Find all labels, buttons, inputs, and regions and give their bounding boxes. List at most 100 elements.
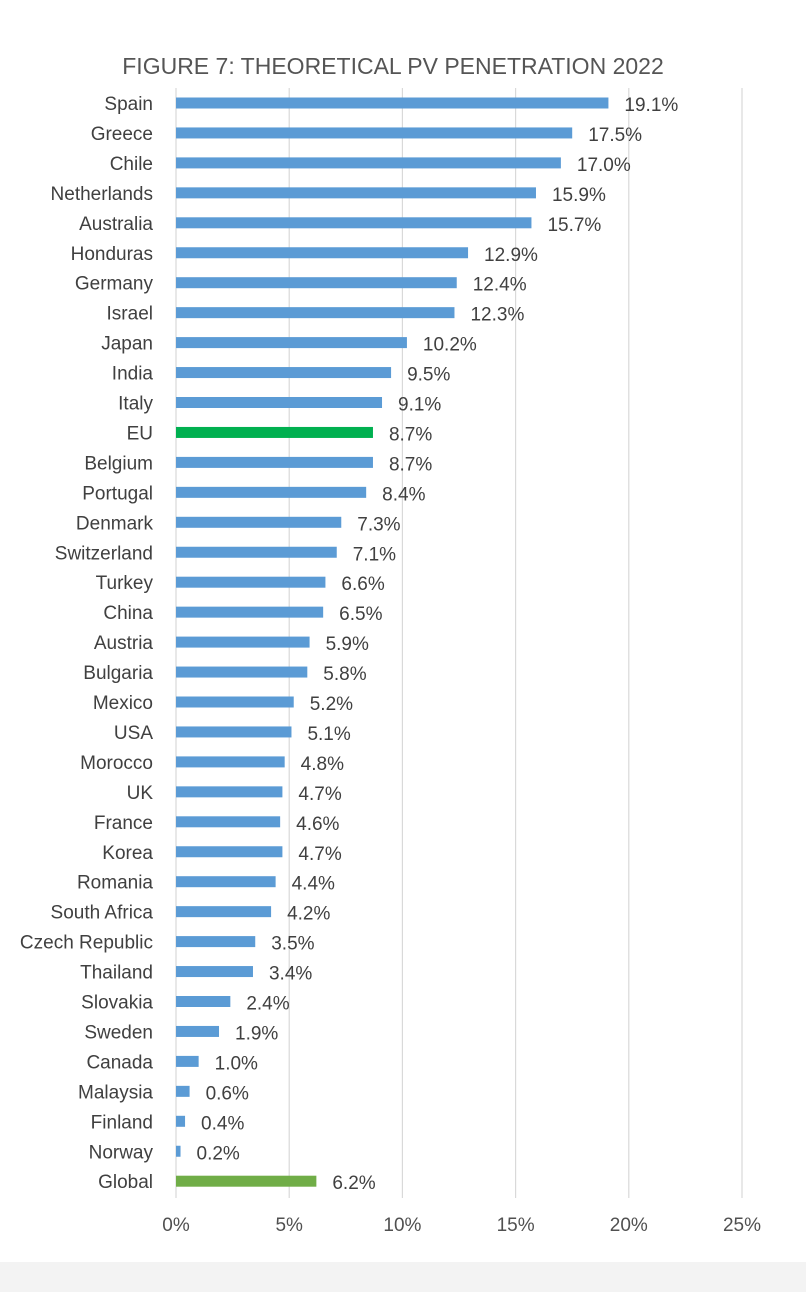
data-label-austria: 5.9% [326,634,369,655]
category-label-bulgaria: Bulgaria [83,663,153,684]
category-label-denmark: Denmark [76,513,154,534]
category-labels: Spain Greece Chile Netherlands Australia Hond… [20,94,154,1193]
bar-india [176,367,392,379]
bar-italy [176,397,383,408]
category-label-morocco: Morocco [80,753,153,774]
bar-chile [176,157,561,169]
x-tick-label-5: 5% [275,1215,303,1236]
category-label-portugal: Portugal [82,483,153,504]
bar-honduras [176,247,469,259]
data-label-eu: 8.7% [389,424,432,445]
category-label-china: China [103,603,153,624]
data-label-portugal: 8.4% [382,484,425,505]
category-label-usa: USA [114,723,153,744]
category-label-turkey: Turkey [96,573,154,594]
bar-korea [176,846,283,858]
data-label-south-africa: 4.2% [287,904,330,925]
bars [176,97,609,1187]
category-label-sweden: Sweden [84,1022,153,1043]
bar-eu [176,426,373,438]
bar-spain [176,97,609,109]
bar-usa [176,726,292,738]
category-label-finland: Finland [91,1112,153,1133]
data-label-greece: 17.5% [588,125,642,146]
data-label-norway: 0.2% [197,1143,240,1164]
data-label-denmark: 7.3% [357,514,400,535]
category-label-thailand: Thailand [80,963,153,984]
category-label-chile: Chile [110,154,153,175]
data-label-germany: 12.4% [473,275,527,296]
data-label-mexico: 5.2% [310,694,353,715]
data-label-australia: 15.7% [547,215,601,236]
bar-turkey [176,576,326,588]
bar-norway [176,1145,181,1157]
bar-slovakia [176,996,231,1007]
data-label-honduras: 12.9% [484,245,538,266]
category-label-honduras: Honduras [71,244,153,265]
bar-japan [176,337,407,349]
data-label-belgium: 8.7% [389,454,432,475]
bar-czech-republic [176,936,256,948]
bar-denmark [176,516,342,528]
data-label-finland: 0.4% [201,1113,244,1134]
bar-morocco [176,756,285,768]
bottom-strip [0,1262,806,1292]
x-axis-tick-labels: 0% 5% 10% 15% 20% 25% [162,1215,761,1236]
bar-belgium [176,456,373,468]
data-label-thailand: 3.4% [269,964,312,985]
category-label-france: France [94,813,153,834]
category-label-slovakia: Slovakia [81,993,153,1014]
bar-romania [176,876,276,888]
data-label-korea: 4.7% [298,844,341,865]
category-label-czech-republic: Czech Republic [20,933,153,954]
category-label-greece: Greece [91,124,153,145]
bar-netherlands [176,187,536,199]
data-label-morocco: 4.8% [301,754,344,775]
data-label-netherlands: 15.9% [552,185,606,206]
category-label-mexico: Mexico [93,693,153,714]
data-label-switzerland: 7.1% [353,544,396,565]
data-label-italy: 9.1% [398,395,441,416]
data-labels: 19.1% 17.5% 17.0% 15.9% 15.7% 12.9% 12.4% 12.3%… [197,95,679,1194]
data-label-uk: 4.7% [298,784,341,805]
category-label-malaysia: Malaysia [78,1082,153,1103]
category-label-japan: Japan [101,334,153,355]
bar-south-africa [176,906,272,918]
data-label-chile: 17.0% [577,155,631,176]
data-label-france: 4.6% [296,814,339,835]
category-label-israel: Israel [107,304,153,325]
bar-greece [176,127,573,139]
category-label-eu: EU [127,423,153,444]
category-label-switzerland: Switzerland [55,543,153,564]
data-label-bulgaria: 5.8% [323,664,366,685]
category-label-global: Global [98,1172,153,1193]
bar-chart: FIGURE 7: THEORETICAL PV PENETRATION 202… [20,53,761,1236]
data-label-india: 9.5% [407,365,450,386]
bar-austria [176,636,310,648]
data-label-turkey: 6.6% [341,574,384,595]
category-label-south-africa: South Africa [51,903,154,924]
bar-germany [176,277,457,289]
data-label-canada: 1.0% [215,1053,258,1074]
bar-portugal [176,486,367,498]
category-label-australia: Australia [79,214,153,235]
data-label-japan: 10.2% [423,335,477,356]
bar-sweden [176,1025,220,1037]
data-label-czech-republic: 3.5% [271,934,314,955]
bar-malaysia [176,1085,190,1097]
bar-thailand [176,966,253,978]
data-label-slovakia: 2.4% [246,994,289,1015]
bar-france [176,816,281,828]
bar-switzerland [176,546,337,558]
category-label-india: India [112,364,154,385]
bar-israel [176,307,455,319]
bar-mexico [176,696,294,708]
data-label-usa: 5.1% [307,724,350,745]
data-label-sweden: 1.9% [235,1023,278,1044]
bar-canada [176,1055,199,1067]
category-label-korea: Korea [102,843,153,864]
gridlines [175,88,743,1198]
category-label-austria: Austria [94,633,154,654]
category-label-germany: Germany [75,274,154,295]
